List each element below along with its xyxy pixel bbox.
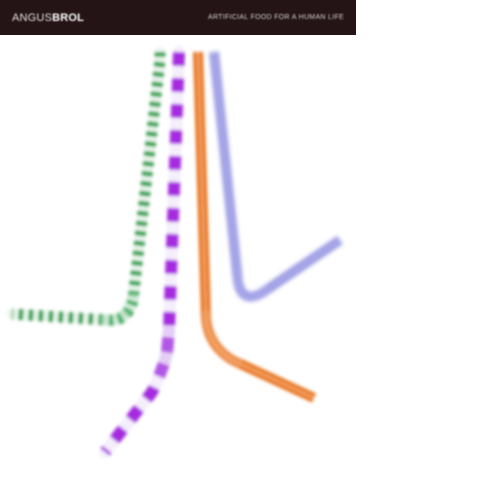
- brand-banner: ANGUSBROL ARTIFICIAL FOOD FOR A HUMAN LI…: [0, 0, 356, 35]
- straws-photo: [0, 35, 480, 480]
- purple-straw-stripes: [100, 51, 185, 456]
- blue-straw-body: [209, 51, 343, 302]
- brand-logo[interactable]: ANGUSBROL: [12, 10, 84, 26]
- blue-straw: [209, 51, 343, 302]
- straws-image: [6, 46, 343, 458]
- brand-light-text: ANGUS: [12, 12, 53, 24]
- green-straw: [6, 46, 166, 326]
- banner-tagline: ARTIFICIAL FOOD FOR A HUMAN LIFE: [207, 14, 344, 21]
- purple-straw: [99, 46, 185, 458]
- brand-bold-text: BROL: [52, 12, 85, 24]
- orange-straw: [193, 51, 317, 403]
